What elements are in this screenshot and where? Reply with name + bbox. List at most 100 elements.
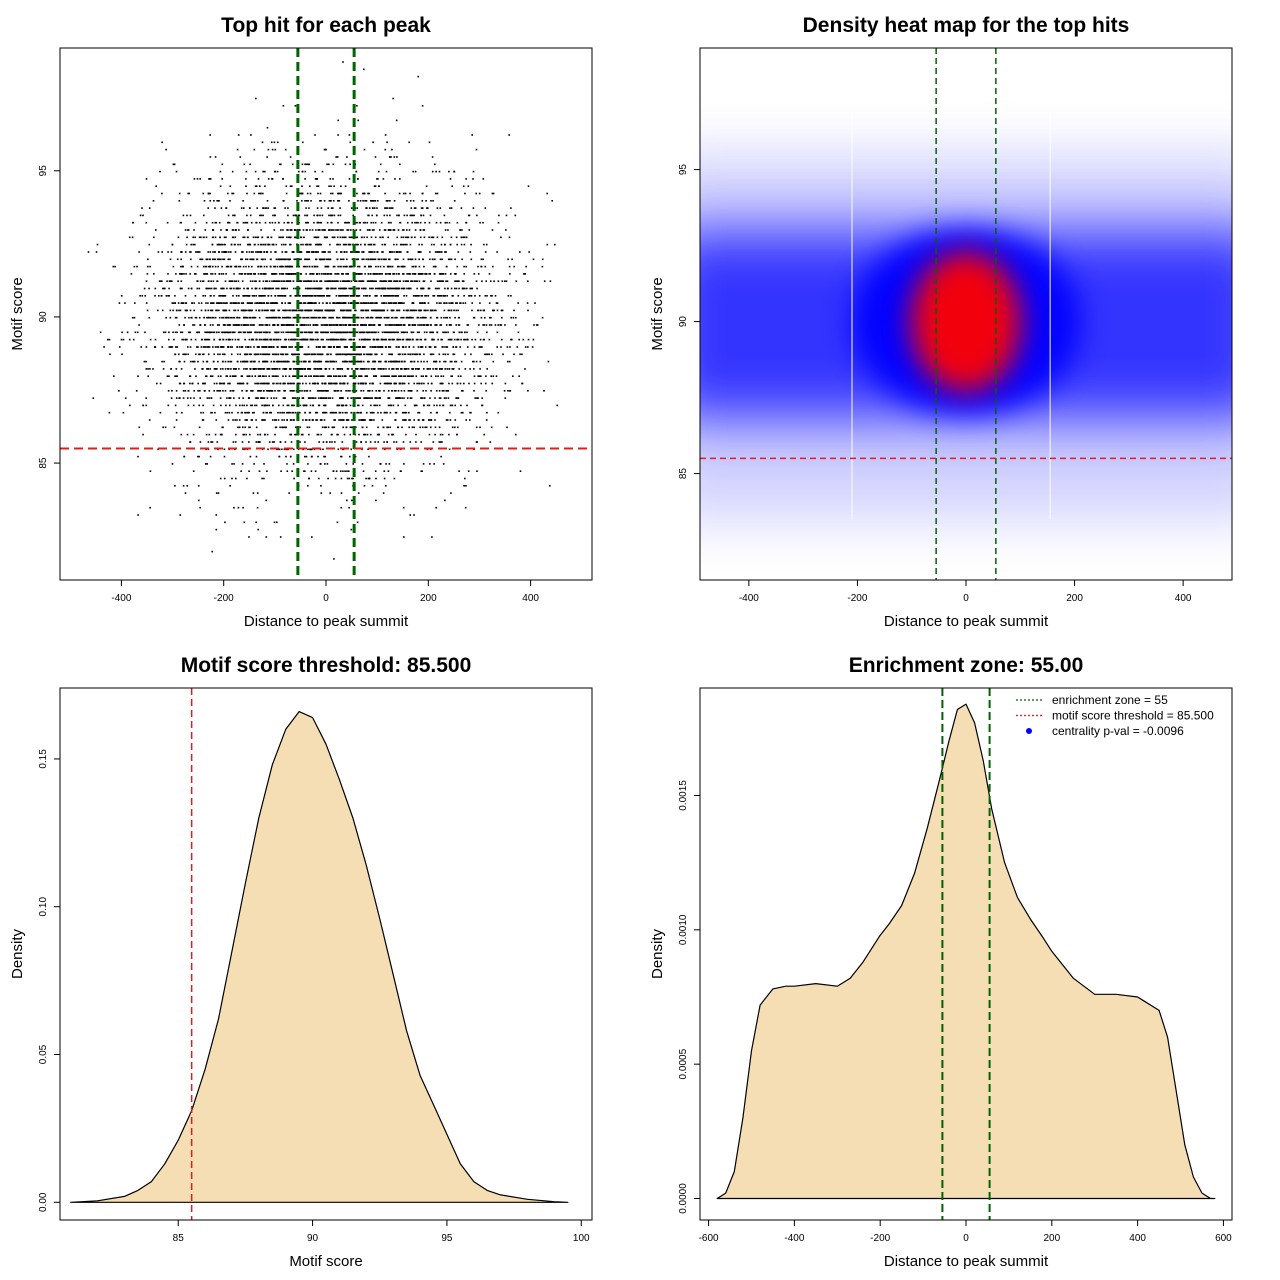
data-point <box>375 295 377 297</box>
data-point <box>406 243 408 246</box>
data-point <box>154 287 157 290</box>
data-point <box>274 433 276 436</box>
data-point <box>249 324 252 326</box>
data-point <box>224 390 227 392</box>
data-point <box>451 185 453 187</box>
data-point <box>333 331 336 334</box>
data-point <box>255 280 257 282</box>
data-point <box>295 287 297 290</box>
data-point <box>409 258 412 261</box>
data-point <box>217 492 220 494</box>
data-point <box>445 324 448 326</box>
data-point <box>304 309 306 312</box>
data-point <box>507 390 509 392</box>
data-point <box>260 302 262 304</box>
data-point <box>390 287 393 290</box>
data-point <box>362 221 365 224</box>
data-point <box>293 404 295 407</box>
data-point <box>371 200 373 202</box>
data-point <box>374 397 377 399</box>
data-point <box>463 485 465 487</box>
data-point <box>243 236 246 239</box>
data-point <box>402 192 405 195</box>
data-point <box>342 287 345 290</box>
data-point <box>485 375 487 377</box>
data-point <box>452 353 454 356</box>
data-point <box>335 251 338 253</box>
data-point <box>435 221 438 224</box>
data-point <box>341 404 344 407</box>
data-point <box>229 258 231 261</box>
data-point <box>274 273 276 275</box>
data-point <box>341 295 343 297</box>
data-point <box>360 243 362 246</box>
data-point <box>257 382 259 385</box>
data-point <box>386 324 388 326</box>
data-point <box>507 295 510 297</box>
data-point <box>456 382 459 385</box>
data-point <box>504 382 507 385</box>
data-point <box>422 463 425 465</box>
data-point <box>323 455 325 458</box>
data-point <box>406 273 408 275</box>
data-point <box>423 368 425 370</box>
data-point <box>326 463 329 465</box>
data-point <box>224 280 227 282</box>
data-point <box>535 324 538 326</box>
data-point <box>337 229 339 231</box>
data-point <box>263 477 265 480</box>
data-point <box>373 207 376 209</box>
data-point <box>282 368 284 370</box>
data-point <box>292 368 295 370</box>
data-point <box>229 338 232 341</box>
data-point <box>124 397 127 399</box>
data-point <box>380 295 382 297</box>
data-point <box>198 499 200 502</box>
data-point <box>260 214 263 217</box>
data-point <box>240 470 242 472</box>
data-point <box>370 236 373 239</box>
data-point <box>389 302 391 304</box>
data-point <box>412 302 415 304</box>
data-point <box>426 360 428 363</box>
data-point <box>282 229 284 231</box>
data-point <box>320 492 323 494</box>
data-point <box>182 390 185 392</box>
data-point <box>290 441 293 443</box>
data-point <box>307 221 309 224</box>
data-point <box>307 295 310 297</box>
data-point <box>259 441 261 443</box>
data-point <box>339 346 341 348</box>
data-point <box>329 492 331 494</box>
data-point <box>377 258 380 261</box>
data-point <box>409 419 411 421</box>
data-point <box>231 170 234 173</box>
data-point <box>381 353 383 356</box>
data-point <box>209 295 212 297</box>
data-point <box>317 185 320 187</box>
data-point <box>268 375 270 377</box>
data-point <box>504 397 507 399</box>
data-point <box>242 331 245 334</box>
data-point <box>328 295 330 297</box>
data-point <box>427 368 430 370</box>
data-point <box>256 506 259 509</box>
data-point <box>267 448 269 451</box>
data-point <box>324 455 327 458</box>
data-point <box>145 221 148 224</box>
data-point <box>434 397 436 399</box>
data-point <box>421 302 423 304</box>
data-point <box>344 185 347 187</box>
data-point <box>345 273 347 275</box>
data-point <box>210 331 213 334</box>
data-point <box>409 192 411 195</box>
data-point <box>357 492 360 494</box>
data-point <box>176 331 178 334</box>
data-point <box>320 485 322 487</box>
data-point <box>319 346 322 348</box>
data-point <box>376 214 378 217</box>
data-point <box>188 331 190 334</box>
data-point <box>303 470 305 472</box>
data-point <box>400 316 402 319</box>
data-point <box>402 331 404 334</box>
